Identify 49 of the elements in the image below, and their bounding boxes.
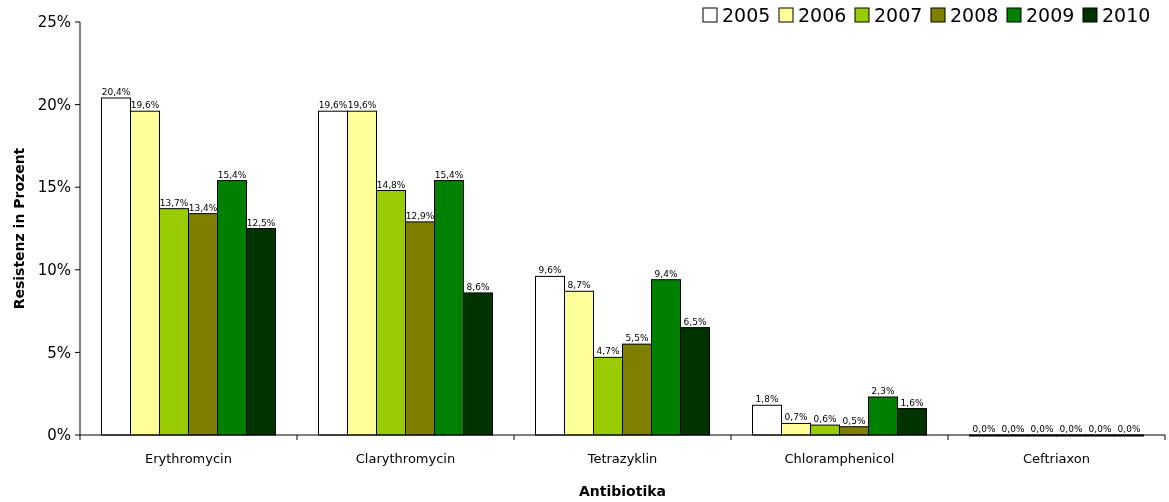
x-tick-label: Erythromycin [145,451,232,466]
data-label: 15,4% [434,169,464,180]
data-label: 12,5% [246,217,276,228]
data-label: 6,5% [683,316,707,327]
data-label: 9,6% [538,265,562,276]
data-label: 13,7% [159,197,189,208]
x-tick-label: Ceftriaxon [1023,451,1090,466]
data-label: 2,3% [871,386,895,396]
x-tick-label: Chloramphenicol [784,451,895,466]
data-label: 0,0% [1030,424,1054,434]
data-label: 0,0% [972,424,996,434]
data-label: 19,6% [347,100,377,111]
y-tick-label: 5% [47,343,71,362]
data-label: 8,6% [466,281,490,292]
legend-label: 2010 [1102,3,1151,26]
data-label: 0,5% [842,415,866,426]
x-tick-label: Clarythromycin [355,451,456,466]
legend-label: 2005 [722,3,771,26]
data-label: 0,6% [813,414,837,425]
y-tick-label: 20% [37,95,71,114]
data-label: 5,5% [625,333,649,344]
data-label: 1,8% [755,394,779,405]
y-tick-label: 10% [37,261,71,280]
data-label: 0,0% [1088,424,1112,434]
y-tick-label: 0% [47,426,71,445]
data-label: 14,8% [376,179,406,190]
y-tick-label: 25% [37,13,71,32]
data-label: 1,6% [900,397,924,408]
y-axis-title: Resistenz in Prozent [11,147,27,310]
x-tick-label: Tetrazyklin [586,451,658,466]
legend-label: 2007 [874,3,923,26]
data-label: 19,6% [318,100,348,111]
data-label: 19,6% [130,100,160,111]
data-label: 12,9% [405,210,435,221]
data-label: 0,0% [1059,424,1083,434]
legend-label: 2009 [1026,3,1075,26]
data-label: 0,0% [1001,424,1025,434]
data-label: 0,7% [784,412,808,423]
legend-label: 2008 [950,3,999,26]
y-tick-label: 15% [37,178,71,197]
data-label: 20,4% [101,86,131,97]
data-label: 15,4% [217,169,247,180]
x-axis-title: Antibiotika [579,483,666,499]
data-label: 9,4% [654,268,678,279]
legend-label: 2006 [798,3,847,26]
data-label: 4,7% [596,346,620,357]
data-label: 0,0% [1117,424,1141,434]
data-label: 8,7% [567,280,591,291]
data-label: 13,4% [188,202,218,213]
